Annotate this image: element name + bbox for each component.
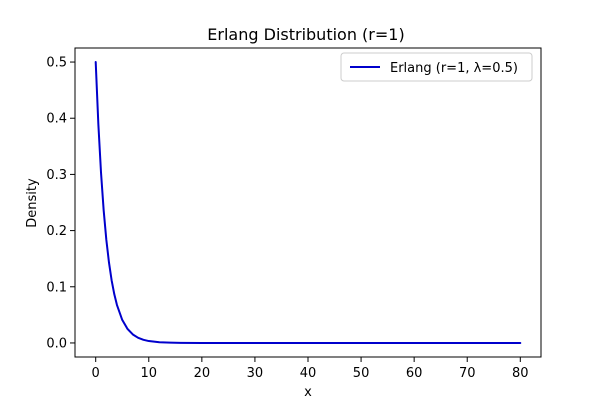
y-tick-label: 0.2 xyxy=(46,224,67,239)
x-tick-label: 10 xyxy=(141,366,158,381)
x-tick-label: 20 xyxy=(194,366,211,381)
y-tick-label: 0.5 xyxy=(46,56,67,71)
y-tick-label: 0.0 xyxy=(46,336,67,351)
x-tick-label: 60 xyxy=(406,366,423,381)
x-tick-label: 30 xyxy=(247,366,264,381)
y-tick-label: 0.4 xyxy=(46,112,67,127)
y-tick-label: 0.1 xyxy=(46,280,67,295)
chart-title: Erlang Distribution (r=1) xyxy=(207,25,404,44)
plot-layer: 0 10 20 30 40 50 60 70 80 0.0 0.1 0.2 0.3 0.4 0.5 xyxy=(46,47,542,381)
x-tick-label: 40 xyxy=(300,366,317,381)
legend-box xyxy=(340,52,533,82)
legend: Erlang (r=1, λ=0.5) xyxy=(340,52,533,82)
x-tick-label: 50 xyxy=(353,366,370,381)
y-axis-title: Density xyxy=(25,178,40,228)
legend-entry-label: Erlang (r=1, λ=0.5) xyxy=(390,61,518,76)
x-tick-label: 70 xyxy=(459,366,476,381)
series-line-0 xyxy=(94,61,522,344)
y-tick-label: 0.3 xyxy=(46,168,67,183)
x-tick-label: 80 xyxy=(512,366,529,381)
x-axis-title: x xyxy=(304,385,312,400)
x-tick-label: 0 xyxy=(92,366,100,381)
